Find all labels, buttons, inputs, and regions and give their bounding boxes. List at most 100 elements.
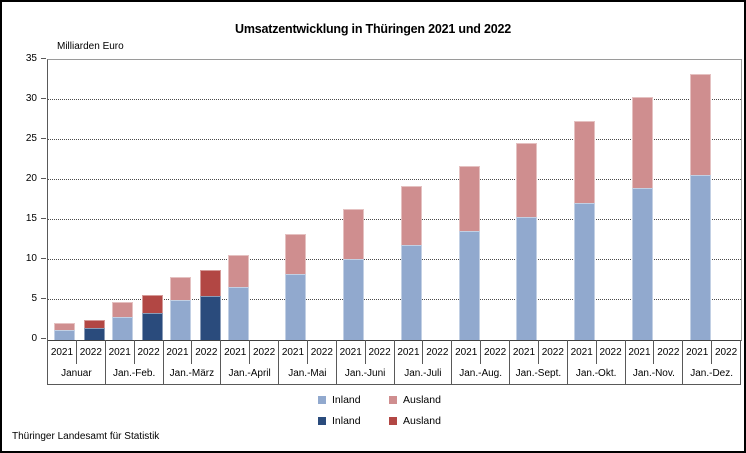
- y-tick-mark: [41, 338, 46, 339]
- y-tick-mark: [41, 298, 46, 299]
- x-axis-years-row: 2021 2022: [510, 340, 567, 364]
- x-axis-years-row: 2021 2022: [337, 340, 394, 364]
- x-group-label: Jan.-Sept.: [515, 367, 562, 379]
- x-axis-years-row: 2021 2022: [626, 340, 683, 364]
- x-year-label: 2021: [221, 340, 251, 364]
- x-year-label: 2022: [714, 346, 738, 358]
- x-year-label: 2021: [164, 340, 193, 364]
- x-axis-years-row: 2021 2022: [221, 340, 278, 364]
- bar-segment-ausland-2021: [516, 143, 538, 217]
- bar-segment-ausland-2021: [227, 255, 249, 288]
- bar-segment-inland-2021: [343, 259, 365, 340]
- bar-segment-inland-2021: [631, 188, 653, 340]
- x-year-label: 2021: [279, 340, 308, 364]
- x-year-label: 2021: [48, 340, 77, 364]
- bar-segment-ausland-2021: [574, 120, 596, 204]
- bar-2021: [458, 60, 480, 340]
- legend-row: Inland Ausland: [318, 415, 441, 427]
- bar-segment-ausland-2022: [141, 295, 163, 313]
- bar-group-Jan.-Okt.: [568, 60, 626, 340]
- y-tick-label: 20: [25, 173, 37, 184]
- x-year-label: 2022: [426, 346, 449, 358]
- legend-label: Ausland: [403, 394, 441, 406]
- bar-segment-ausland-2021: [343, 208, 365, 260]
- y-tick-label: 30: [25, 93, 37, 104]
- y-tick-mark: [41, 138, 46, 139]
- bar-segment-inland-2021: [227, 287, 249, 340]
- x-axis-group: 2021 2022 Jan.-Aug.: [452, 340, 510, 384]
- gridline: [48, 299, 741, 300]
- x-year-label: 2021: [395, 340, 424, 364]
- bar-2021: [631, 60, 653, 340]
- bar-segment-inland-2021: [285, 273, 307, 340]
- y-tick-label: 15: [25, 213, 37, 224]
- x-group-label: Jan.-Dez.: [690, 367, 734, 379]
- x-axis-group: 2021 2022 Jan.-März: [164, 340, 222, 384]
- x-year-label: 2021: [106, 340, 135, 364]
- y-tick-label: 0: [31, 333, 37, 344]
- bar-2021: [227, 60, 249, 340]
- y-tick-label: 35: [25, 53, 37, 64]
- bar-segment-ausland-2021: [400, 186, 422, 245]
- bar-group-Jan.-März: [164, 60, 222, 340]
- x-axis-years-row: 2021 2022: [48, 340, 105, 364]
- x-group-label: Januar: [61, 367, 92, 379]
- x-year-label: 2022: [483, 346, 507, 358]
- legend-swatch-icon: [318, 417, 326, 425]
- legend-swatch-icon: [389, 396, 397, 404]
- bar-segment-inland-2021: [689, 175, 711, 340]
- x-axis-group: 2021 2022 Jan.-Feb.: [106, 340, 164, 384]
- x-group-label: Jan.-Feb.: [113, 367, 156, 379]
- x-group-label: Jan.-April: [228, 367, 271, 379]
- bar-segment-ausland-2021: [112, 301, 134, 317]
- legend-label: Ausland: [403, 415, 441, 427]
- y-tick-mark: [41, 258, 46, 259]
- y-axis: 0 5 10 15 20 25 30 35: [2, 53, 46, 344]
- x-group-label: Jan.-März: [169, 367, 215, 379]
- bar-segment-ausland-2021: [285, 233, 307, 274]
- bar-group-Jan.-Juli: [395, 60, 453, 340]
- x-year-label: 2021: [626, 340, 655, 364]
- bar-2022: [84, 60, 106, 340]
- x-year-label: 2022: [195, 346, 218, 358]
- bar-segment-ausland-2021: [458, 165, 480, 232]
- bar-2021: [400, 60, 422, 340]
- bar-2022: [199, 60, 221, 340]
- bar-segment-inland-2022: [199, 296, 221, 340]
- x-axis-years-row: 2021 2022: [279, 340, 336, 364]
- bar-2021: [54, 60, 76, 340]
- x-year-label: 2021: [683, 340, 713, 364]
- bar-2021: [112, 60, 134, 340]
- y-tick-label: 10: [25, 253, 37, 264]
- x-axis-group: 2021 2022 Januar: [48, 340, 106, 384]
- x-year-label: 2022: [599, 346, 622, 358]
- chart-title: Umsatzentwicklung in Thüringen 2021 und …: [235, 22, 511, 36]
- x-axis-group: 2021 2022 Jan.-Dez.: [683, 340, 741, 384]
- bar-2021: [689, 60, 711, 340]
- bar-segment-inland-2022: [141, 312, 163, 340]
- gridline: [48, 179, 741, 180]
- x-group-label: Jan.-Okt.: [575, 367, 617, 379]
- x-axis-years-row: 2021 2022: [164, 340, 221, 364]
- legend-swatch-icon: [389, 417, 397, 425]
- x-group-label: Jan.-Nov.: [632, 367, 675, 379]
- y-tick-mark: [41, 58, 46, 59]
- bar-segment-ausland-2022: [84, 320, 106, 328]
- legend-item-inland: Inland: [318, 394, 389, 406]
- gridline: [48, 259, 741, 260]
- bar-segment-ausland-2022: [199, 269, 221, 296]
- bar-segment-inland-2021: [112, 316, 134, 340]
- x-group-label: Jan.-Mai: [288, 367, 327, 379]
- x-axis-group: 2021 2022 Jan.-Nov.: [626, 340, 684, 384]
- x-year-label: 2022: [541, 346, 564, 358]
- bar-segment-inland-2021: [54, 329, 76, 340]
- bar-segment-inland-2021: [400, 244, 422, 340]
- y-axis-unit-label: Milliarden Euro: [57, 41, 124, 52]
- y-tick-mark: [41, 178, 46, 179]
- bar-2021: [574, 60, 596, 340]
- legend: Inland Ausland Inland Ausland: [318, 394, 441, 436]
- bar-2022: [141, 60, 163, 340]
- bar-segment-ausland-2021: [54, 323, 76, 330]
- legend-item-ausland: Ausland: [389, 415, 441, 427]
